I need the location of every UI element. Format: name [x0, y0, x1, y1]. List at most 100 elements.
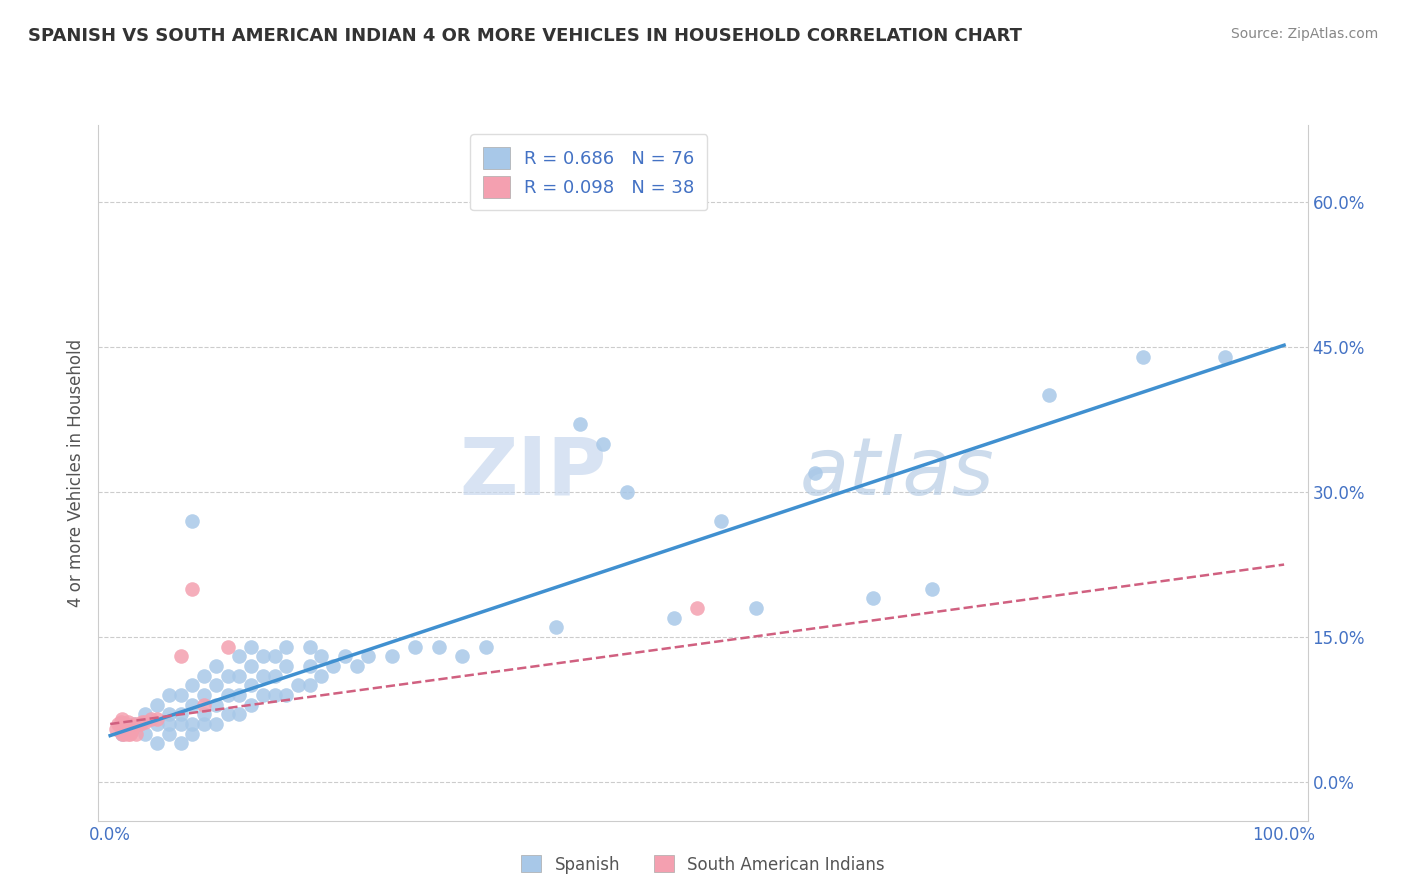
Point: [157, 688, 180, 702]
Point: [121, 722, 143, 736]
Point: [128, 717, 150, 731]
Point: [122, 717, 145, 731]
Point: [592, 437, 614, 451]
Point: [111, 726, 134, 740]
Point: [1132, 350, 1154, 364]
Point: [111, 712, 134, 726]
Text: SPANISH VS SOUTH AMERICAN INDIAN 4 OR MORE VEHICLES IN HOUSEHOLD CORRELATION CHA: SPANISH VS SOUTH AMERICAN INDIAN 4 OR MO…: [28, 27, 1022, 45]
Point: [169, 649, 191, 664]
Point: [298, 640, 321, 654]
Point: [122, 719, 145, 733]
Text: atlas: atlas: [800, 434, 994, 512]
Y-axis label: 4 or more Vehicles in Household: 4 or more Vehicles in Household: [66, 339, 84, 607]
Point: [381, 649, 404, 664]
Point: [181, 726, 204, 740]
Point: [120, 724, 142, 739]
Point: [217, 669, 239, 683]
Point: [346, 659, 368, 673]
Point: [311, 669, 333, 683]
Point: [146, 698, 169, 712]
Point: [124, 717, 146, 731]
Point: [862, 591, 884, 606]
Point: [120, 720, 142, 734]
Point: [710, 514, 733, 528]
Point: [228, 669, 250, 683]
Point: [134, 726, 156, 740]
Point: [276, 640, 298, 654]
Point: [357, 649, 380, 664]
Point: [111, 726, 134, 740]
Point: [298, 659, 321, 673]
Point: [157, 717, 180, 731]
Point: [228, 688, 250, 702]
Point: [228, 649, 250, 664]
Point: [112, 719, 135, 733]
Point: [181, 698, 204, 712]
Point: [662, 611, 685, 625]
Point: [451, 649, 474, 664]
Point: [134, 715, 156, 730]
Point: [193, 669, 215, 683]
Point: [276, 688, 298, 702]
Point: [204, 717, 226, 731]
Point: [181, 514, 204, 528]
Point: [117, 721, 139, 735]
Point: [240, 698, 263, 712]
Point: [204, 678, 226, 692]
Point: [111, 717, 134, 731]
Point: [404, 640, 426, 654]
Point: [252, 649, 274, 664]
Legend: Spanish, South American Indians: Spanish, South American Indians: [513, 847, 893, 882]
Point: [146, 736, 169, 750]
Point: [252, 688, 274, 702]
Point: [134, 707, 156, 722]
Point: [169, 688, 191, 702]
Point: [240, 678, 263, 692]
Point: [146, 712, 169, 726]
Point: [169, 736, 191, 750]
Point: [193, 698, 215, 712]
Point: [298, 678, 321, 692]
Point: [111, 722, 134, 736]
Point: [217, 688, 239, 702]
Point: [169, 707, 191, 722]
Point: [193, 688, 215, 702]
Point: [311, 649, 333, 664]
Point: [616, 485, 638, 500]
Point: [117, 715, 139, 730]
Point: [105, 722, 128, 736]
Point: [745, 601, 768, 615]
Point: [475, 640, 498, 654]
Point: [546, 620, 568, 634]
Point: [204, 698, 226, 712]
Point: [146, 717, 169, 731]
Point: [114, 722, 136, 736]
Point: [112, 722, 135, 736]
Point: [921, 582, 943, 596]
Point: [240, 659, 263, 673]
Point: [686, 601, 709, 615]
Point: [240, 640, 263, 654]
Point: [110, 715, 132, 730]
Point: [181, 678, 204, 692]
Point: [125, 726, 148, 740]
Point: [112, 726, 135, 740]
Point: [107, 717, 129, 731]
Point: [120, 719, 142, 733]
Point: [252, 669, 274, 683]
Point: [333, 649, 356, 664]
Point: [217, 640, 239, 654]
Point: [568, 417, 591, 432]
Point: [181, 717, 204, 731]
Point: [322, 659, 344, 673]
Point: [115, 719, 138, 733]
Point: [263, 688, 285, 702]
Point: [263, 669, 285, 683]
Text: ZIP: ZIP: [458, 434, 606, 512]
Point: [217, 707, 239, 722]
Point: [427, 640, 450, 654]
Point: [112, 724, 135, 739]
Point: [263, 649, 285, 664]
Point: [287, 678, 309, 692]
Point: [193, 717, 215, 731]
